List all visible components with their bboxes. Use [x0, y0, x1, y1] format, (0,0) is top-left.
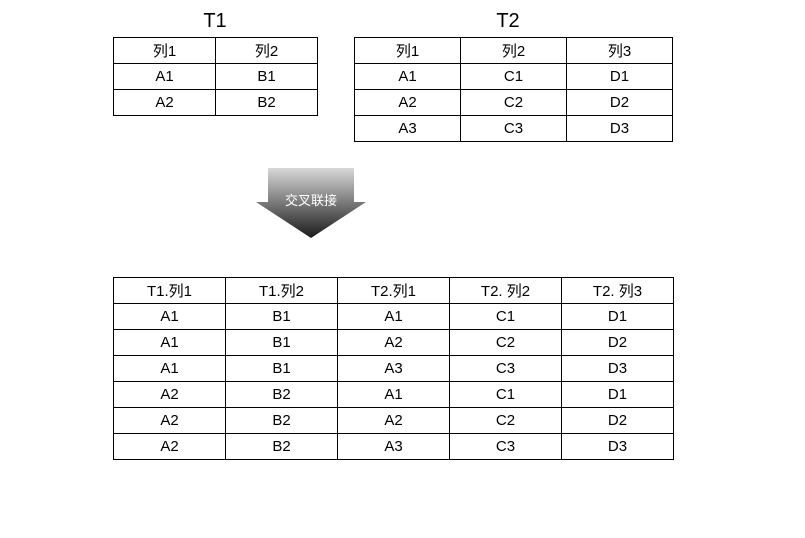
t2-cell: C1 [461, 64, 567, 90]
t1-title: T1 [195, 10, 235, 33]
result-header-row: T1.列1T1.列2T2.列1T2. 列2T2. 列3 [114, 278, 674, 304]
t2-header-cell: 列2 [461, 38, 567, 64]
result-cell: A2 [338, 408, 450, 434]
result-row: A2B2A1C1D1 [114, 382, 674, 408]
t1-cell: A2 [114, 90, 216, 116]
result-cell: A2 [114, 434, 226, 460]
result-cell: C3 [450, 434, 562, 460]
t1-cell: A1 [114, 64, 216, 90]
t2-table: 列1列2列3A1C1D1A2C2D2A3C3D3 [354, 37, 673, 142]
arrow-label: 交叉联接 [256, 190, 366, 209]
t2-cell: A3 [355, 116, 461, 142]
result-cell: A2 [338, 330, 450, 356]
result-header-cell: T2.列1 [338, 278, 450, 304]
result-cell: D3 [562, 356, 674, 382]
result-cell: A2 [114, 408, 226, 434]
result-row: A2B2A2C2D2 [114, 408, 674, 434]
t1-cell: B1 [216, 64, 318, 90]
t2-cell: D1 [567, 64, 673, 90]
result-cell: C1 [450, 382, 562, 408]
result-cell: B2 [226, 382, 338, 408]
t2-header-cell: 列3 [567, 38, 673, 64]
result-cell: A1 [114, 356, 226, 382]
t1-header-cell: 列2 [216, 38, 318, 64]
cross-join-arrow: 交叉联接 [256, 168, 366, 238]
result-cell: A1 [338, 304, 450, 330]
result-row: A1B1A1C1D1 [114, 304, 674, 330]
result-cell: D1 [562, 304, 674, 330]
result-cell: A3 [338, 356, 450, 382]
result-row: A2B2A3C3D3 [114, 434, 674, 460]
t2-cell: A1 [355, 64, 461, 90]
t2-cell: C3 [461, 116, 567, 142]
result-cell: A1 [114, 330, 226, 356]
result-cell: A1 [338, 382, 450, 408]
result-header-cell: T2. 列3 [562, 278, 674, 304]
t2-cell: D3 [567, 116, 673, 142]
result-cell: B1 [226, 304, 338, 330]
t2-header-row: 列1列2列3 [355, 38, 673, 64]
t1-header-row: 列1列2 [114, 38, 318, 64]
result-cell: D2 [562, 408, 674, 434]
t1-header-cell: 列1 [114, 38, 216, 64]
result-header-cell: T1.列2 [226, 278, 338, 304]
t1-cell: B2 [216, 90, 318, 116]
t2-row: A3C3D3 [355, 116, 673, 142]
result-cell: A3 [338, 434, 450, 460]
t2-row: A1C1D1 [355, 64, 673, 90]
t2-row: A2C2D2 [355, 90, 673, 116]
result-header-cell: T2. 列2 [450, 278, 562, 304]
result-cell: D2 [562, 330, 674, 356]
result-cell: C3 [450, 356, 562, 382]
result-cell: A1 [114, 304, 226, 330]
result-cell: B1 [226, 356, 338, 382]
result-cell: A2 [114, 382, 226, 408]
t1-table: 列1列2A1B1A2B2 [113, 37, 318, 116]
t2-cell: C2 [461, 90, 567, 116]
result-row: A1B1A2C2D2 [114, 330, 674, 356]
t2-header-cell: 列1 [355, 38, 461, 64]
result-cell: D1 [562, 382, 674, 408]
result-row: A1B1A3C3D3 [114, 356, 674, 382]
t1-row: A2B2 [114, 90, 318, 116]
result-cell: D3 [562, 434, 674, 460]
t2-title: T2 [488, 10, 528, 33]
result-cell: C1 [450, 304, 562, 330]
result-cell: C2 [450, 330, 562, 356]
result-cell: B2 [226, 434, 338, 460]
result-cell: C2 [450, 408, 562, 434]
result-table: T1.列1T1.列2T2.列1T2. 列2T2. 列3A1B1A1C1D1A1B… [113, 277, 674, 460]
result-cell: B1 [226, 330, 338, 356]
t2-cell: D2 [567, 90, 673, 116]
t1-row: A1B1 [114, 64, 318, 90]
result-cell: B2 [226, 408, 338, 434]
result-header-cell: T1.列1 [114, 278, 226, 304]
t2-cell: A2 [355, 90, 461, 116]
